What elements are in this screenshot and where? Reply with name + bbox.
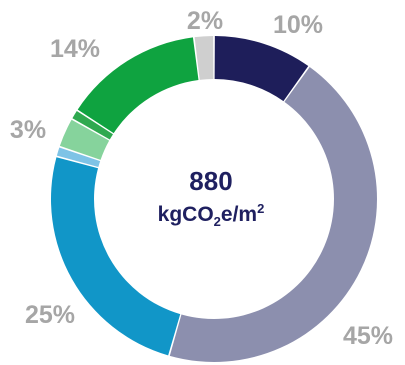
center-unit-label: kgCO2e/m2 [158,201,265,229]
center-total-value: 880 [189,166,232,196]
center-unit-middle: e/m [221,203,257,226]
donut-slice-7 [194,36,214,80]
center-unit-subscript: 2 [214,214,221,229]
slice-label-7: 2% [187,7,223,35]
donut-slice-6 [77,37,199,134]
donut-slice-4 [59,119,110,160]
donut-slice-2 [50,157,181,356]
slice-label-1: 45% [343,322,393,350]
donut-slice-0 [214,36,309,102]
percentage-labels: 10% 45% 25% 3% 14% 2% [10,7,393,350]
slice-label-6: 14% [50,35,100,63]
donut-slice-5 [72,111,113,140]
donut-slice-1 [169,67,377,363]
slice-label-0: 10% [273,11,323,39]
donut-slice-3 [56,147,101,168]
center-unit-prefix: kgCO [158,203,214,226]
slice-label-2: 25% [25,301,75,329]
center-unit-superscript: 2 [257,201,264,216]
donut-center: 880 kgCO2e/m2 [158,166,265,229]
slice-label-4: 3% [10,116,46,144]
donut-slices [50,36,377,363]
